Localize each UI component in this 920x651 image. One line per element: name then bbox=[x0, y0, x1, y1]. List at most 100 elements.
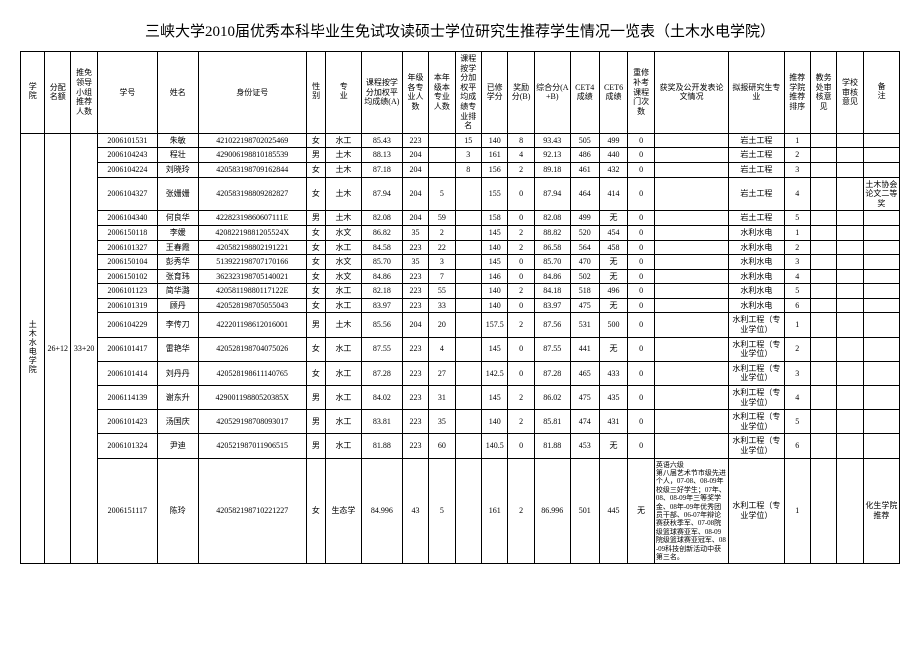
cell-xingbie: 女 bbox=[306, 284, 325, 299]
cell-xuefen bbox=[455, 361, 481, 385]
cell-cet4: 505 bbox=[570, 133, 599, 148]
table-row: 2006104340何良华42282319860607111E男土木82.082… bbox=[21, 211, 900, 226]
cell-nianji: 223 bbox=[402, 410, 428, 434]
cell-sfz: 42282319860607111E bbox=[198, 211, 306, 226]
cell-zonghe: 81.88 bbox=[534, 434, 570, 458]
cell-kecheng: 88.13 bbox=[361, 148, 402, 163]
cell-jiangli: 0 bbox=[508, 361, 534, 385]
cell-kecheng: 84.996 bbox=[361, 458, 402, 564]
cell-chongxiu: 0 bbox=[628, 386, 654, 410]
cell-beizhu bbox=[863, 298, 899, 313]
cell-zhuanye: 土木 bbox=[325, 313, 361, 337]
cell-tuimian: 33+20 bbox=[71, 133, 97, 564]
cell-tuijian: 2 bbox=[784, 240, 810, 255]
cell-tuijian: 6 bbox=[784, 434, 810, 458]
cell-cet6: 445 bbox=[599, 458, 628, 564]
cell-cet6: 435 bbox=[599, 386, 628, 410]
cell-huojiang bbox=[654, 162, 728, 177]
cell-xiaoxue bbox=[837, 386, 863, 410]
cell-sfz: 362323198705140021 bbox=[198, 269, 306, 284]
cell-xuehao: 2006101123 bbox=[97, 284, 157, 299]
cell-tuijian: 1 bbox=[784, 133, 810, 148]
cell-nibao: 水利工程（专业学位） bbox=[729, 386, 784, 410]
cell-bennian: 31 bbox=[429, 386, 455, 410]
cell-nibao: 岩土工程 bbox=[729, 133, 784, 148]
cell-zhuanye: 土木 bbox=[325, 177, 361, 211]
hdr-huojiang: 获奖及公开发表论文情况 bbox=[654, 52, 728, 134]
cell-cet6: 500 bbox=[599, 313, 628, 337]
cell-yixiu: 145 bbox=[481, 386, 507, 410]
student-table: 学院 分配名额 推免领导小组推荐人数 学号 姓名 身份证号 性别 专业 课程按学… bbox=[20, 51, 900, 564]
cell-sfz: 420582198710221227 bbox=[198, 458, 306, 564]
cell-nibao: 水利水电 bbox=[729, 269, 784, 284]
cell-xuefen: 8 bbox=[455, 162, 481, 177]
cell-sfz: 420529198708093017 bbox=[198, 410, 306, 434]
cell-yixiu: 161 bbox=[481, 458, 507, 564]
cell-huojiang bbox=[654, 133, 728, 148]
cell-cet6: 496 bbox=[599, 284, 628, 299]
cell-jiaowu bbox=[810, 148, 836, 163]
cell-cet4: 486 bbox=[570, 148, 599, 163]
cell-kecheng: 87.55 bbox=[361, 337, 402, 361]
cell-zonghe: 87.28 bbox=[534, 361, 570, 385]
cell-kecheng: 87.18 bbox=[361, 162, 402, 177]
cell-jiangli: 2 bbox=[508, 458, 534, 564]
cell-cet6: 431 bbox=[599, 410, 628, 434]
cell-nianji: 223 bbox=[402, 337, 428, 361]
cell-beizhu bbox=[863, 211, 899, 226]
cell-nianji: 204 bbox=[402, 162, 428, 177]
cell-cet6: 433 bbox=[599, 361, 628, 385]
cell-xuefen bbox=[455, 211, 481, 226]
cell-xuefen bbox=[455, 386, 481, 410]
cell-cet4: 474 bbox=[570, 410, 599, 434]
cell-nibao: 水利工程（专业学位） bbox=[729, 458, 784, 564]
cell-jiangli: 2 bbox=[508, 240, 534, 255]
cell-xuefen bbox=[455, 313, 481, 337]
hdr-jiaowu: 教务处审核意见 bbox=[810, 52, 836, 134]
hdr-xingming: 姓名 bbox=[157, 52, 198, 134]
cell-zonghe: 87.94 bbox=[534, 177, 570, 211]
cell-huojiang bbox=[654, 410, 728, 434]
cell-beizhu bbox=[863, 269, 899, 284]
cell-bennian: 5 bbox=[429, 458, 455, 564]
cell-bennian bbox=[429, 133, 455, 148]
cell-chongxiu: 0 bbox=[628, 211, 654, 226]
hdr-nibao: 拟报研究生专业 bbox=[729, 52, 784, 134]
cell-yixiu: 142.5 bbox=[481, 361, 507, 385]
cell-nianji: 223 bbox=[402, 284, 428, 299]
cell-yixiu: 158 bbox=[481, 211, 507, 226]
table-row: 2006104224刘晓玲420583198709162844女土木87.182… bbox=[21, 162, 900, 177]
cell-jiaowu bbox=[810, 177, 836, 211]
cell-xuehao: 2006101327 bbox=[97, 240, 157, 255]
cell-xuefen: 15 bbox=[455, 133, 481, 148]
cell-cet4: 461 bbox=[570, 162, 599, 177]
hdr-xuefen: 课程按学分加权平均成绩专业排名 bbox=[455, 52, 481, 134]
cell-yixiu: 157.5 bbox=[481, 313, 507, 337]
cell-cet4: 499 bbox=[570, 211, 599, 226]
cell-kecheng: 82.08 bbox=[361, 211, 402, 226]
cell-sfz: 420528198611140765 bbox=[198, 361, 306, 385]
cell-beizhu bbox=[863, 162, 899, 177]
cell-xuehao: 2006150102 bbox=[97, 269, 157, 284]
cell-jiangli: 2 bbox=[508, 410, 534, 434]
hdr-tuijian: 推荐学院推荐排序 bbox=[784, 52, 810, 134]
cell-tuijian: 2 bbox=[784, 337, 810, 361]
cell-jiaowu bbox=[810, 225, 836, 240]
cell-chongxiu: 0 bbox=[628, 361, 654, 385]
cell-xiaoxue bbox=[837, 337, 863, 361]
cell-nibao: 岩土工程 bbox=[729, 148, 784, 163]
cell-xingbie: 女 bbox=[306, 269, 325, 284]
hdr-cet4: CET4成绩 bbox=[570, 52, 599, 134]
cell-cet4: 470 bbox=[570, 255, 599, 270]
hdr-jiangli: 奖励分(B) bbox=[508, 52, 534, 134]
cell-xingbie: 女 bbox=[306, 177, 325, 211]
cell-xiaoxue bbox=[837, 240, 863, 255]
hdr-xingbie: 性别 bbox=[306, 52, 325, 134]
cell-yixiu: 146 bbox=[481, 269, 507, 284]
cell-tuijian: 3 bbox=[784, 255, 810, 270]
cell-nibao: 水利工程（专业学位） bbox=[729, 410, 784, 434]
cell-jiangli: 0 bbox=[508, 211, 534, 226]
cell-zhuanye: 水工 bbox=[325, 337, 361, 361]
hdr-zonghe: 综合分(A+B) bbox=[534, 52, 570, 134]
hdr-nianji: 年级各专业人数 bbox=[402, 52, 428, 134]
